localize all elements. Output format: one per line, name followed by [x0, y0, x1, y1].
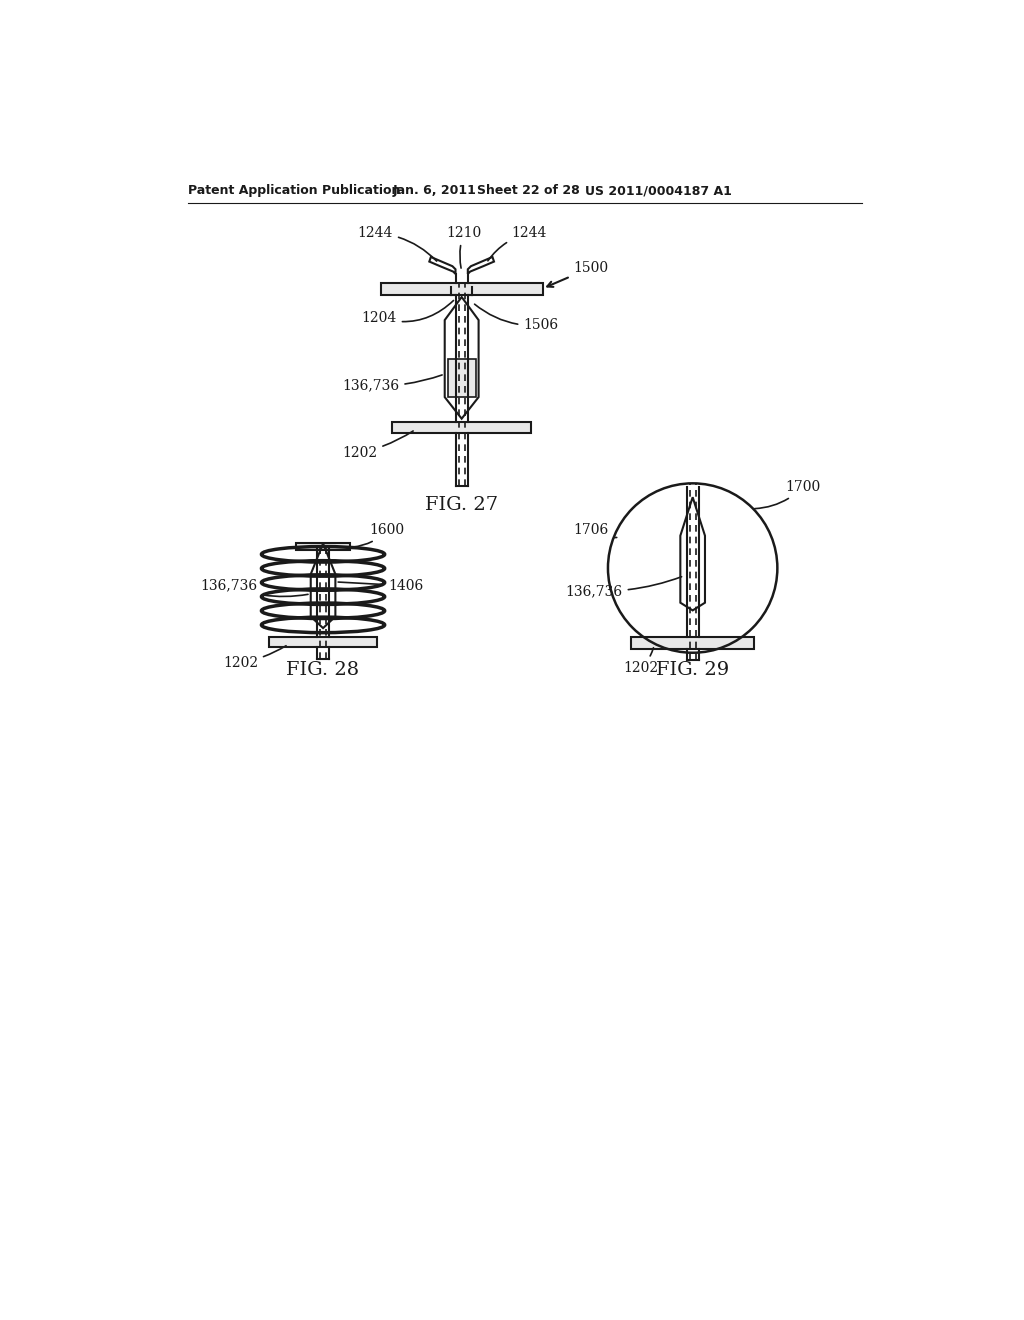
Polygon shape	[447, 359, 475, 397]
Text: 136,736: 136,736	[565, 577, 682, 598]
Text: 1244: 1244	[487, 226, 547, 261]
Text: 1204: 1204	[361, 301, 454, 325]
Text: 1600: 1600	[353, 523, 404, 546]
Text: FIG. 27: FIG. 27	[425, 496, 499, 513]
Bar	[269, 638, 377, 647]
Text: 1506: 1506	[474, 304, 558, 333]
Text: Jan. 6, 2011: Jan. 6, 2011	[392, 185, 476, 197]
Text: 1202: 1202	[624, 648, 658, 675]
Text: 1500: 1500	[547, 261, 608, 286]
Text: US 2011/0004187 A1: US 2011/0004187 A1	[585, 185, 732, 197]
Bar	[631, 638, 755, 649]
Bar	[381, 284, 543, 294]
Text: 1700: 1700	[755, 480, 820, 508]
Text: 1406: 1406	[338, 578, 424, 593]
Text: 136,736: 136,736	[200, 578, 308, 597]
Text: Patent Application Publication: Patent Application Publication	[188, 185, 400, 197]
Text: 1244: 1244	[357, 226, 436, 261]
Text: 1210: 1210	[446, 226, 481, 268]
Bar	[296, 543, 350, 550]
Text: FIG. 29: FIG. 29	[656, 661, 729, 680]
Text: 1706: 1706	[573, 523, 616, 537]
Text: 1202: 1202	[342, 430, 413, 459]
Text: 136,736: 136,736	[342, 375, 442, 392]
Bar	[392, 422, 531, 433]
Text: Sheet 22 of 28: Sheet 22 of 28	[477, 185, 580, 197]
Text: FIG. 28: FIG. 28	[287, 661, 359, 680]
Text: 1202: 1202	[223, 645, 286, 669]
